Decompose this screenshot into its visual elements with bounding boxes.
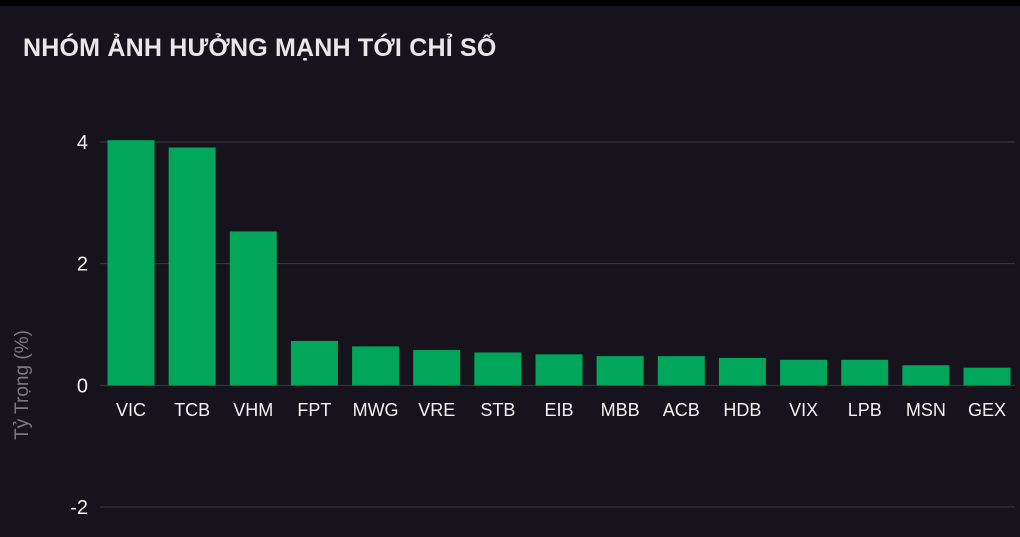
y-axis-label: Tỷ Trọng (%) [12,330,33,440]
bar-vre[interactable] [413,350,461,386]
bar-vhm[interactable] [229,231,277,386]
bar-gex[interactable] [963,367,1011,386]
bar-vic[interactable] [107,140,155,386]
x-tick-label: VIX [789,400,818,420]
x-tick-label: VIC [116,400,146,420]
y-tick-label: 0 [77,375,88,397]
x-tick-label: HDB [723,400,761,420]
bars [107,140,1011,386]
bar-fpt[interactable] [290,340,338,386]
bar-vix[interactable] [780,359,828,386]
bar-mwg[interactable] [352,346,400,386]
x-tick-label: MBB [601,400,640,420]
bar-tcb[interactable] [168,147,216,386]
x-tick-label: EIB [544,400,573,420]
x-tick-label: TCB [174,400,210,420]
x-tick-label: ACB [663,400,700,420]
bar-msn[interactable] [902,365,950,386]
x-tick-label: MWG [353,400,399,420]
y-tick-label: -2 [70,497,88,519]
x-tick-label: VHM [233,400,273,420]
x-tick-label: MSN [906,400,946,420]
grid-lines [100,141,1015,508]
x-tick-label: GEX [968,400,1006,420]
x-tick-label: LPB [848,400,882,420]
bar-eib[interactable] [535,354,583,386]
bar-mbb[interactable] [596,356,644,386]
bar-lpb[interactable] [841,359,889,386]
y-tick-label: 2 [77,254,88,276]
bar-stb[interactable] [474,352,522,386]
bar-hdb[interactable] [718,357,766,386]
x-tick-label: STB [480,400,515,420]
chart-title: NHÓM ẢNH HƯỞNG MẠNH TỚI CHỈ SỐ [23,34,497,62]
y-tick-label: 4 [77,132,88,154]
x-tick-label: FPT [297,400,331,420]
bar-acb[interactable] [657,356,705,386]
x-axis-ticks: VIC TCB VHM FPT MWG VRE STB EIB MBB ACB HDB VIX LPB M… [116,400,1006,420]
y-axis-ticks: 4 2 0 -2 [70,132,88,519]
x-tick-label: VRE [418,400,455,420]
